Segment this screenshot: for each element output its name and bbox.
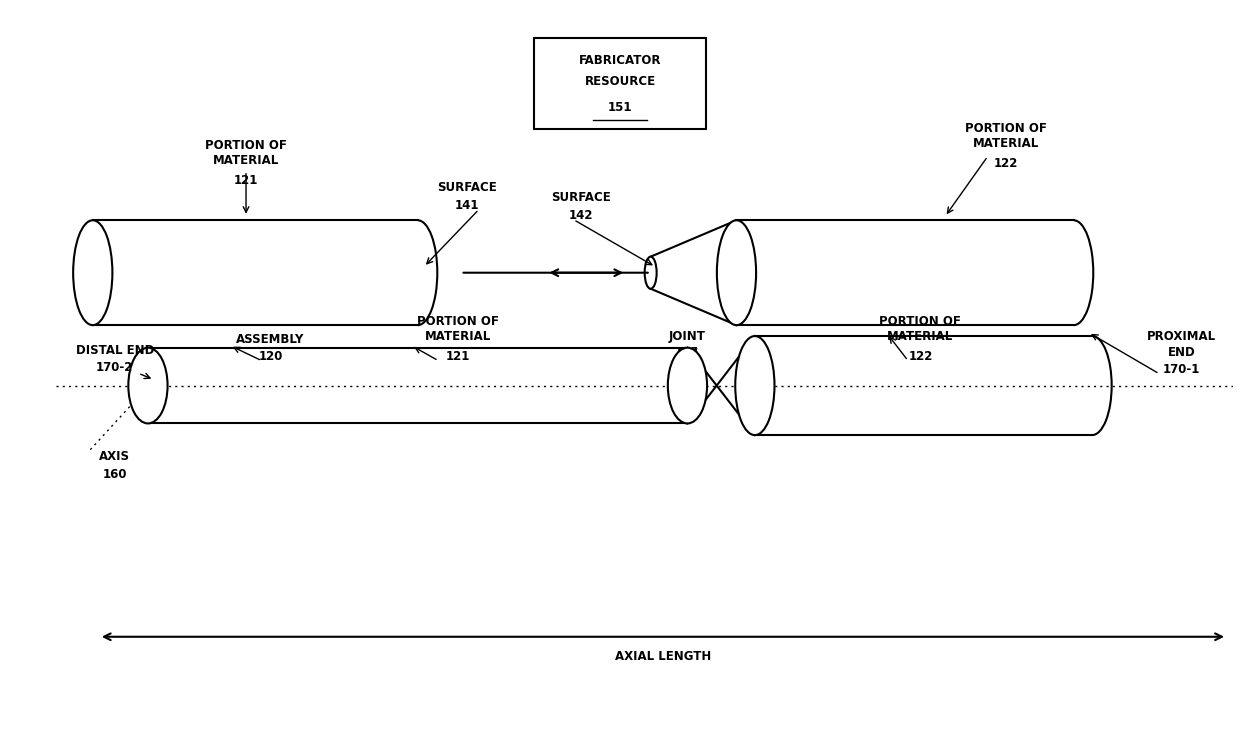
Text: SURFACE: SURFACE [551, 191, 610, 204]
Text: 170-2: 170-2 [97, 361, 134, 374]
Text: 121: 121 [446, 350, 470, 363]
FancyBboxPatch shape [534, 38, 706, 129]
Text: 141: 141 [455, 199, 479, 212]
Text: PORTION OF
MATERIAL: PORTION OF MATERIAL [879, 315, 961, 343]
Text: SURFACE: SURFACE [436, 181, 496, 194]
Text: 160: 160 [103, 468, 126, 481]
Text: END: END [1168, 347, 1195, 359]
Ellipse shape [73, 220, 113, 325]
Text: 142: 142 [568, 209, 593, 223]
Text: AXIS: AXIS [99, 450, 130, 464]
Text: 151: 151 [608, 101, 632, 114]
Text: PROXIMAL: PROXIMAL [1147, 329, 1216, 343]
Text: PORTION OF
MATERIAL: PORTION OF MATERIAL [205, 139, 286, 166]
Text: ASSEMBLY: ASSEMBLY [237, 333, 305, 347]
Ellipse shape [735, 336, 775, 435]
Text: 122: 122 [994, 157, 1018, 170]
Text: DISTAL END: DISTAL END [76, 344, 154, 357]
Text: JOINT: JOINT [670, 329, 706, 343]
Text: 170-1: 170-1 [1163, 363, 1200, 376]
Text: AXIAL LENGTH: AXIAL LENGTH [615, 650, 711, 663]
Text: PORTION OF
MATERIAL: PORTION OF MATERIAL [417, 315, 498, 343]
Text: 135: 135 [676, 347, 699, 359]
Text: 122: 122 [908, 350, 932, 363]
Text: 121: 121 [234, 174, 258, 187]
Text: RESOURCE: RESOURCE [584, 76, 656, 88]
Ellipse shape [645, 257, 657, 289]
Ellipse shape [717, 220, 756, 325]
Ellipse shape [128, 348, 167, 424]
Ellipse shape [668, 348, 707, 424]
Text: FABRICATOR: FABRICATOR [579, 53, 661, 67]
Text: 120: 120 [258, 350, 283, 363]
Text: PORTION OF
MATERIAL: PORTION OF MATERIAL [965, 122, 1047, 150]
